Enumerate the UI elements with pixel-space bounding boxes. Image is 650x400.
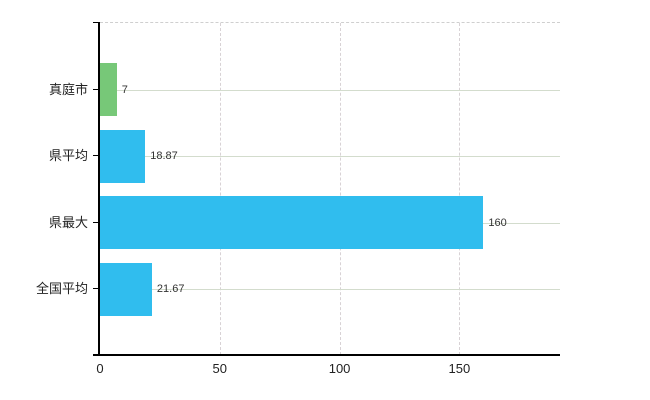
bar-県平均[interactable] bbox=[100, 130, 146, 183]
vertical-gridline bbox=[219, 23, 221, 355]
y-axis-end-tick bbox=[93, 22, 100, 23]
x-axis-tick-label: 150 bbox=[448, 361, 471, 376]
y-axis-tick bbox=[93, 155, 100, 156]
x-axis-tick-label: 50 bbox=[212, 361, 228, 376]
category-label: 真庭市 bbox=[48, 82, 88, 97]
x-axis-line bbox=[93, 354, 560, 356]
y-axis-line bbox=[98, 22, 100, 356]
value-label: 18.87 bbox=[150, 150, 178, 162]
bar-真庭市[interactable] bbox=[100, 63, 117, 116]
x-axis-tick-label: 100 bbox=[328, 361, 351, 376]
y-axis-tick bbox=[93, 288, 100, 289]
plot-area: 7 18.87 160 21.67 bbox=[100, 22, 560, 355]
category-label: 県最大 bbox=[48, 215, 88, 230]
bar-全国平均[interactable] bbox=[100, 263, 152, 316]
bar-県最大[interactable] bbox=[100, 196, 484, 249]
value-label: 7 bbox=[121, 84, 128, 96]
y-axis-tick bbox=[93, 222, 100, 223]
vertical-gridline bbox=[459, 23, 461, 355]
value-label: 21.67 bbox=[156, 283, 185, 295]
y-axis-tick bbox=[93, 89, 100, 90]
x-axis-tick-label: 0 bbox=[96, 361, 104, 376]
horizontal-gridline bbox=[100, 289, 560, 291]
horizontal-gridline bbox=[100, 156, 560, 158]
category-label: 県平均 bbox=[48, 148, 88, 163]
vertical-gridline bbox=[339, 23, 341, 355]
category-label: 全国平均 bbox=[35, 281, 88, 296]
value-label: 160 bbox=[488, 217, 507, 229]
horizontal-gridline bbox=[100, 89, 560, 91]
